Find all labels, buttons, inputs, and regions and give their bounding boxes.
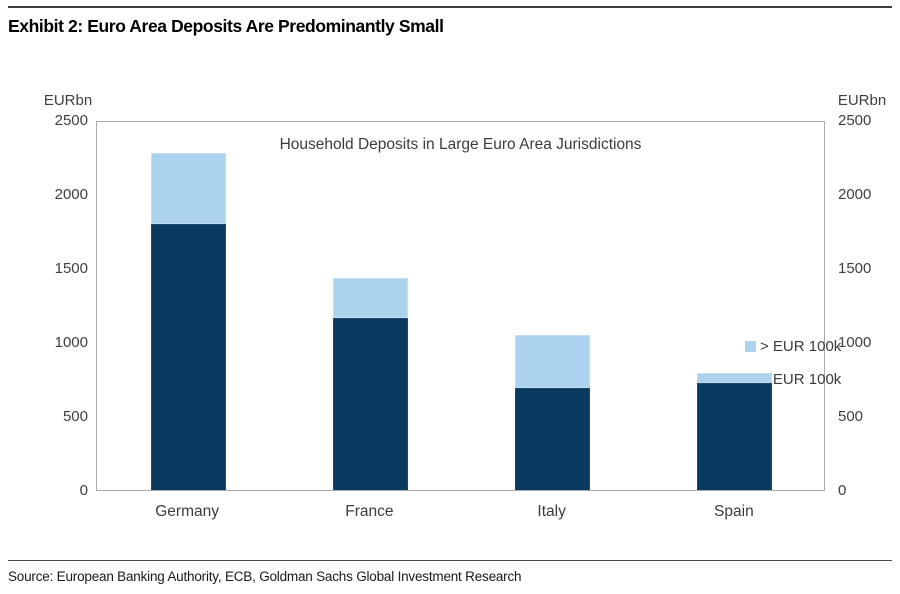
bar-segment-under-100k-spain (697, 383, 773, 490)
legend-label: > EUR 100k (760, 338, 842, 355)
legend-swatch-icon (745, 341, 756, 352)
bar-germany (150, 153, 226, 490)
bar-france (332, 278, 408, 490)
bar-spain (697, 373, 773, 490)
y-axis-unit-label-right: EURbn (837, 92, 887, 109)
y-axis-unit-label-left: EURbn (43, 92, 93, 109)
y-axis-right: 2500 2000 1500 1000 500 0 (838, 112, 898, 499)
y-axis-tick-label: 2500 (54, 112, 88, 129)
bar-segment-under-100k-italy (515, 388, 591, 490)
exhibit-title: Exhibit 2: Euro Area Deposits Are Predom… (8, 16, 444, 36)
y-axis-tick-label: 1500 (54, 260, 88, 277)
y-axis-tick-label: 1000 (838, 334, 872, 351)
bar-segment-over-100k-spain (697, 373, 773, 383)
y-axis-tick-label: 2000 (54, 186, 88, 203)
y-axis-tick-label: 2000 (838, 186, 872, 203)
bar-italy (515, 335, 591, 490)
bar-segment-over-100k-france (332, 278, 408, 318)
y-axis-tick-label: 0 (79, 482, 88, 499)
y-axis-tick-label: 1000 (54, 334, 88, 351)
bar-segment-under-100k-france (332, 318, 408, 490)
legend-item: > EUR 100k (745, 338, 841, 355)
y-axis-tick-label: 1500 (838, 260, 872, 277)
y-axis-tick-label: 500 (62, 408, 88, 425)
legend-label: < EUR 100k (760, 371, 842, 388)
y-axis-left: 2500 2000 1500 1000 500 0 (0, 112, 88, 499)
chart-title: Household Deposits in Large Euro Area Ju… (279, 136, 642, 153)
x-axis-labels: Germany France Italy Spain (96, 503, 825, 523)
bar-segment-over-100k-germany (150, 153, 226, 224)
y-axis-tick-label: 2500 (838, 112, 872, 129)
bottom-divider (8, 560, 892, 561)
x-axis-label-france: France (345, 503, 394, 520)
source-text: Source: European Banking Authority, ECB,… (8, 569, 522, 584)
bar-segment-under-100k-germany (150, 224, 226, 490)
x-axis-label-spain: Spain (714, 503, 754, 520)
y-axis-tick-label: 0 (838, 482, 847, 499)
x-axis-label-italy: Italy (537, 503, 566, 520)
bar-segment-over-100k-italy (515, 335, 591, 388)
y-axis-tick-label: 500 (838, 408, 864, 425)
x-axis-label-germany: Germany (155, 503, 219, 520)
top-divider (8, 6, 892, 8)
plot-area: Household Deposits in Large Euro Area Ju… (96, 121, 841, 491)
